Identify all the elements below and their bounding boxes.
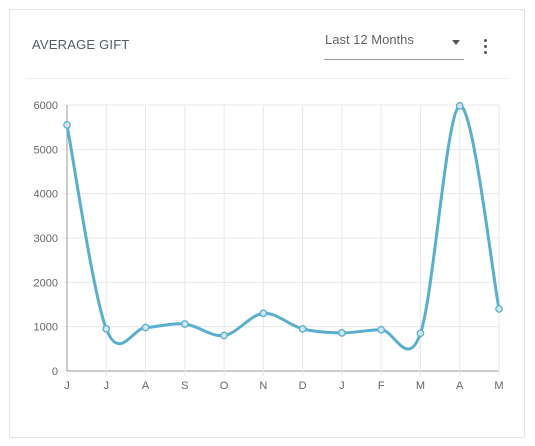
data-point	[220, 331, 228, 340]
period-select-value: Last 12 Months	[325, 32, 414, 47]
period-select[interactable]: Last 12 Months	[324, 30, 464, 60]
data-point	[377, 325, 386, 334]
y-tick-label: 6000	[34, 100, 58, 112]
data-point	[63, 121, 71, 129]
x-tick-label: O	[220, 380, 229, 392]
x-tick-label: S	[181, 380, 188, 392]
data-point	[141, 323, 150, 332]
more-vert-icon[interactable]	[476, 36, 496, 58]
data-point	[259, 309, 268, 318]
data-point	[102, 325, 111, 333]
y-tick-label: 1000	[34, 322, 58, 334]
x-tick-label: N	[259, 380, 267, 392]
x-tick-label: M	[416, 380, 425, 392]
data-point	[416, 329, 425, 338]
x-tick-label: A	[456, 380, 464, 392]
x-tick-label: J	[64, 380, 70, 392]
data-point	[180, 320, 189, 328]
series-line	[65, 104, 501, 351]
data-point	[455, 102, 464, 110]
x-tick-label: A	[142, 380, 150, 392]
y-tick-label: 5000	[34, 144, 58, 156]
x-tick-label: M	[494, 380, 503, 392]
x-tick-label: J	[339, 380, 345, 392]
y-tick-label: 2000	[34, 277, 58, 289]
x-tick-label: D	[299, 380, 307, 392]
data-point	[495, 305, 503, 313]
y-tick-label: 0	[52, 366, 58, 378]
x-tick-label: J	[104, 380, 110, 392]
data-point	[298, 325, 307, 333]
data-point	[338, 329, 346, 337]
y-tick-label: 3000	[34, 233, 58, 245]
header-divider	[26, 78, 508, 79]
x-tick-label: F	[378, 380, 385, 392]
y-tick-label: 4000	[34, 189, 58, 201]
card-title: AVERAGE GIFT	[32, 37, 130, 52]
chevron-down-icon	[452, 40, 460, 45]
